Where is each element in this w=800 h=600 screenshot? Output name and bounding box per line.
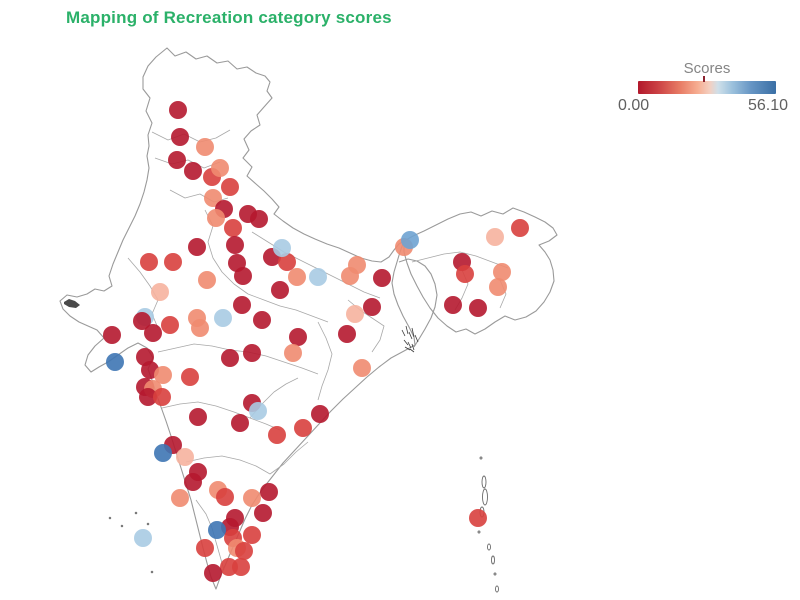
score-dot[interactable] xyxy=(278,253,296,271)
score-dot[interactable] xyxy=(188,238,206,256)
score-dot[interactable] xyxy=(196,539,214,557)
score-dot[interactable] xyxy=(250,210,268,228)
colorbar-min-label: 0.00 xyxy=(618,97,650,114)
score-dot[interactable] xyxy=(221,178,239,196)
score-dot[interactable] xyxy=(224,219,242,237)
colorbar-label: Scores xyxy=(683,60,731,77)
colorbar-max-label: 56.10 xyxy=(747,97,788,114)
score-dot[interactable] xyxy=(268,426,286,444)
score-dot[interactable] xyxy=(226,236,244,254)
score-dot[interactable] xyxy=(184,162,202,180)
score-dot[interactable] xyxy=(204,564,222,582)
sundarbans-hatch xyxy=(401,325,419,353)
score-dot[interactable] xyxy=(153,388,171,406)
score-dot[interactable] xyxy=(231,414,249,432)
score-dot[interactable] xyxy=(134,529,152,547)
colorbar-legend: Scores 0.00 56.10 xyxy=(618,60,788,115)
score-dot[interactable] xyxy=(338,325,356,343)
score-dot[interactable] xyxy=(511,219,529,237)
score-dot[interactable] xyxy=(196,138,214,156)
score-dot[interactable] xyxy=(289,328,307,346)
score-dot[interactable] xyxy=(171,489,189,507)
score-dot[interactable] xyxy=(176,448,194,466)
score-dot[interactable] xyxy=(284,344,302,362)
score-dot[interactable] xyxy=(493,263,511,281)
score-dot[interactable] xyxy=(373,269,391,287)
score-dot[interactable] xyxy=(211,159,229,177)
score-dot[interactable] xyxy=(207,209,225,227)
score-dot[interactable] xyxy=(341,267,359,285)
colorbar-gradient xyxy=(638,81,776,94)
score-dot[interactable] xyxy=(168,151,186,169)
score-dot[interactable] xyxy=(133,312,151,330)
score-dot[interactable] xyxy=(161,316,179,334)
score-dot[interactable] xyxy=(469,509,487,527)
score-dot[interactable] xyxy=(169,101,187,119)
score-dot[interactable] xyxy=(171,128,189,146)
score-dot[interactable] xyxy=(243,344,261,362)
score-dot[interactable] xyxy=(311,405,329,423)
andaman-islands xyxy=(477,456,499,593)
northeast-outline xyxy=(403,207,558,335)
score-dot[interactable] xyxy=(208,521,226,539)
score-dot[interactable] xyxy=(184,473,202,491)
score-dot[interactable] xyxy=(181,368,199,386)
score-dot[interactable] xyxy=(233,296,251,314)
colorbar xyxy=(638,76,776,94)
score-dot[interactable] xyxy=(294,419,312,437)
score-dot[interactable] xyxy=(288,268,306,286)
score-dots xyxy=(103,101,529,582)
score-dot[interactable] xyxy=(469,299,487,317)
colorbar-tick xyxy=(702,76,705,82)
rann-of-kutch-marking xyxy=(64,299,80,308)
score-dot[interactable] xyxy=(140,253,158,271)
score-dot[interactable] xyxy=(198,271,216,289)
score-dot[interactable] xyxy=(164,253,182,271)
bangladesh-outline xyxy=(398,258,438,348)
score-dot[interactable] xyxy=(106,353,124,371)
score-dot[interactable] xyxy=(191,319,209,337)
colorbar-scale: 0.00 56.10 xyxy=(618,97,788,115)
score-dot[interactable] xyxy=(234,267,252,285)
score-dot[interactable] xyxy=(204,189,222,207)
score-dot[interactable] xyxy=(346,305,364,323)
score-dot[interactable] xyxy=(216,488,234,506)
score-dot[interactable] xyxy=(273,239,291,257)
score-dot[interactable] xyxy=(103,326,121,344)
score-dot[interactable] xyxy=(254,504,272,522)
score-dot[interactable] xyxy=(253,311,271,329)
score-dot[interactable] xyxy=(235,542,253,560)
score-dot[interactable] xyxy=(154,366,172,384)
score-dot[interactable] xyxy=(243,526,261,544)
chart-title: Mapping of Recreation category scores xyxy=(66,8,392,27)
score-dot[interactable] xyxy=(401,231,419,249)
score-dot[interactable] xyxy=(486,228,504,246)
score-dot[interactable] xyxy=(221,349,239,367)
score-dot[interactable] xyxy=(444,296,462,314)
score-dot[interactable] xyxy=(249,402,267,420)
lakshadweep-islands xyxy=(108,511,154,574)
score-dot[interactable] xyxy=(151,283,169,301)
score-dot[interactable] xyxy=(139,388,157,406)
score-dot[interactable] xyxy=(260,483,278,501)
india-outline xyxy=(59,47,416,590)
score-dot[interactable] xyxy=(189,408,207,426)
score-dot[interactable] xyxy=(456,265,474,283)
score-dot[interactable] xyxy=(353,359,371,377)
score-dot[interactable] xyxy=(214,309,232,327)
score-dot[interactable] xyxy=(363,298,381,316)
score-dot[interactable] xyxy=(489,278,507,296)
score-dot[interactable] xyxy=(271,281,289,299)
score-dot[interactable] xyxy=(154,444,172,462)
score-dot[interactable] xyxy=(243,489,261,507)
score-dot[interactable] xyxy=(144,324,162,342)
score-dot[interactable] xyxy=(309,268,327,286)
score-dot[interactable] xyxy=(232,558,250,576)
